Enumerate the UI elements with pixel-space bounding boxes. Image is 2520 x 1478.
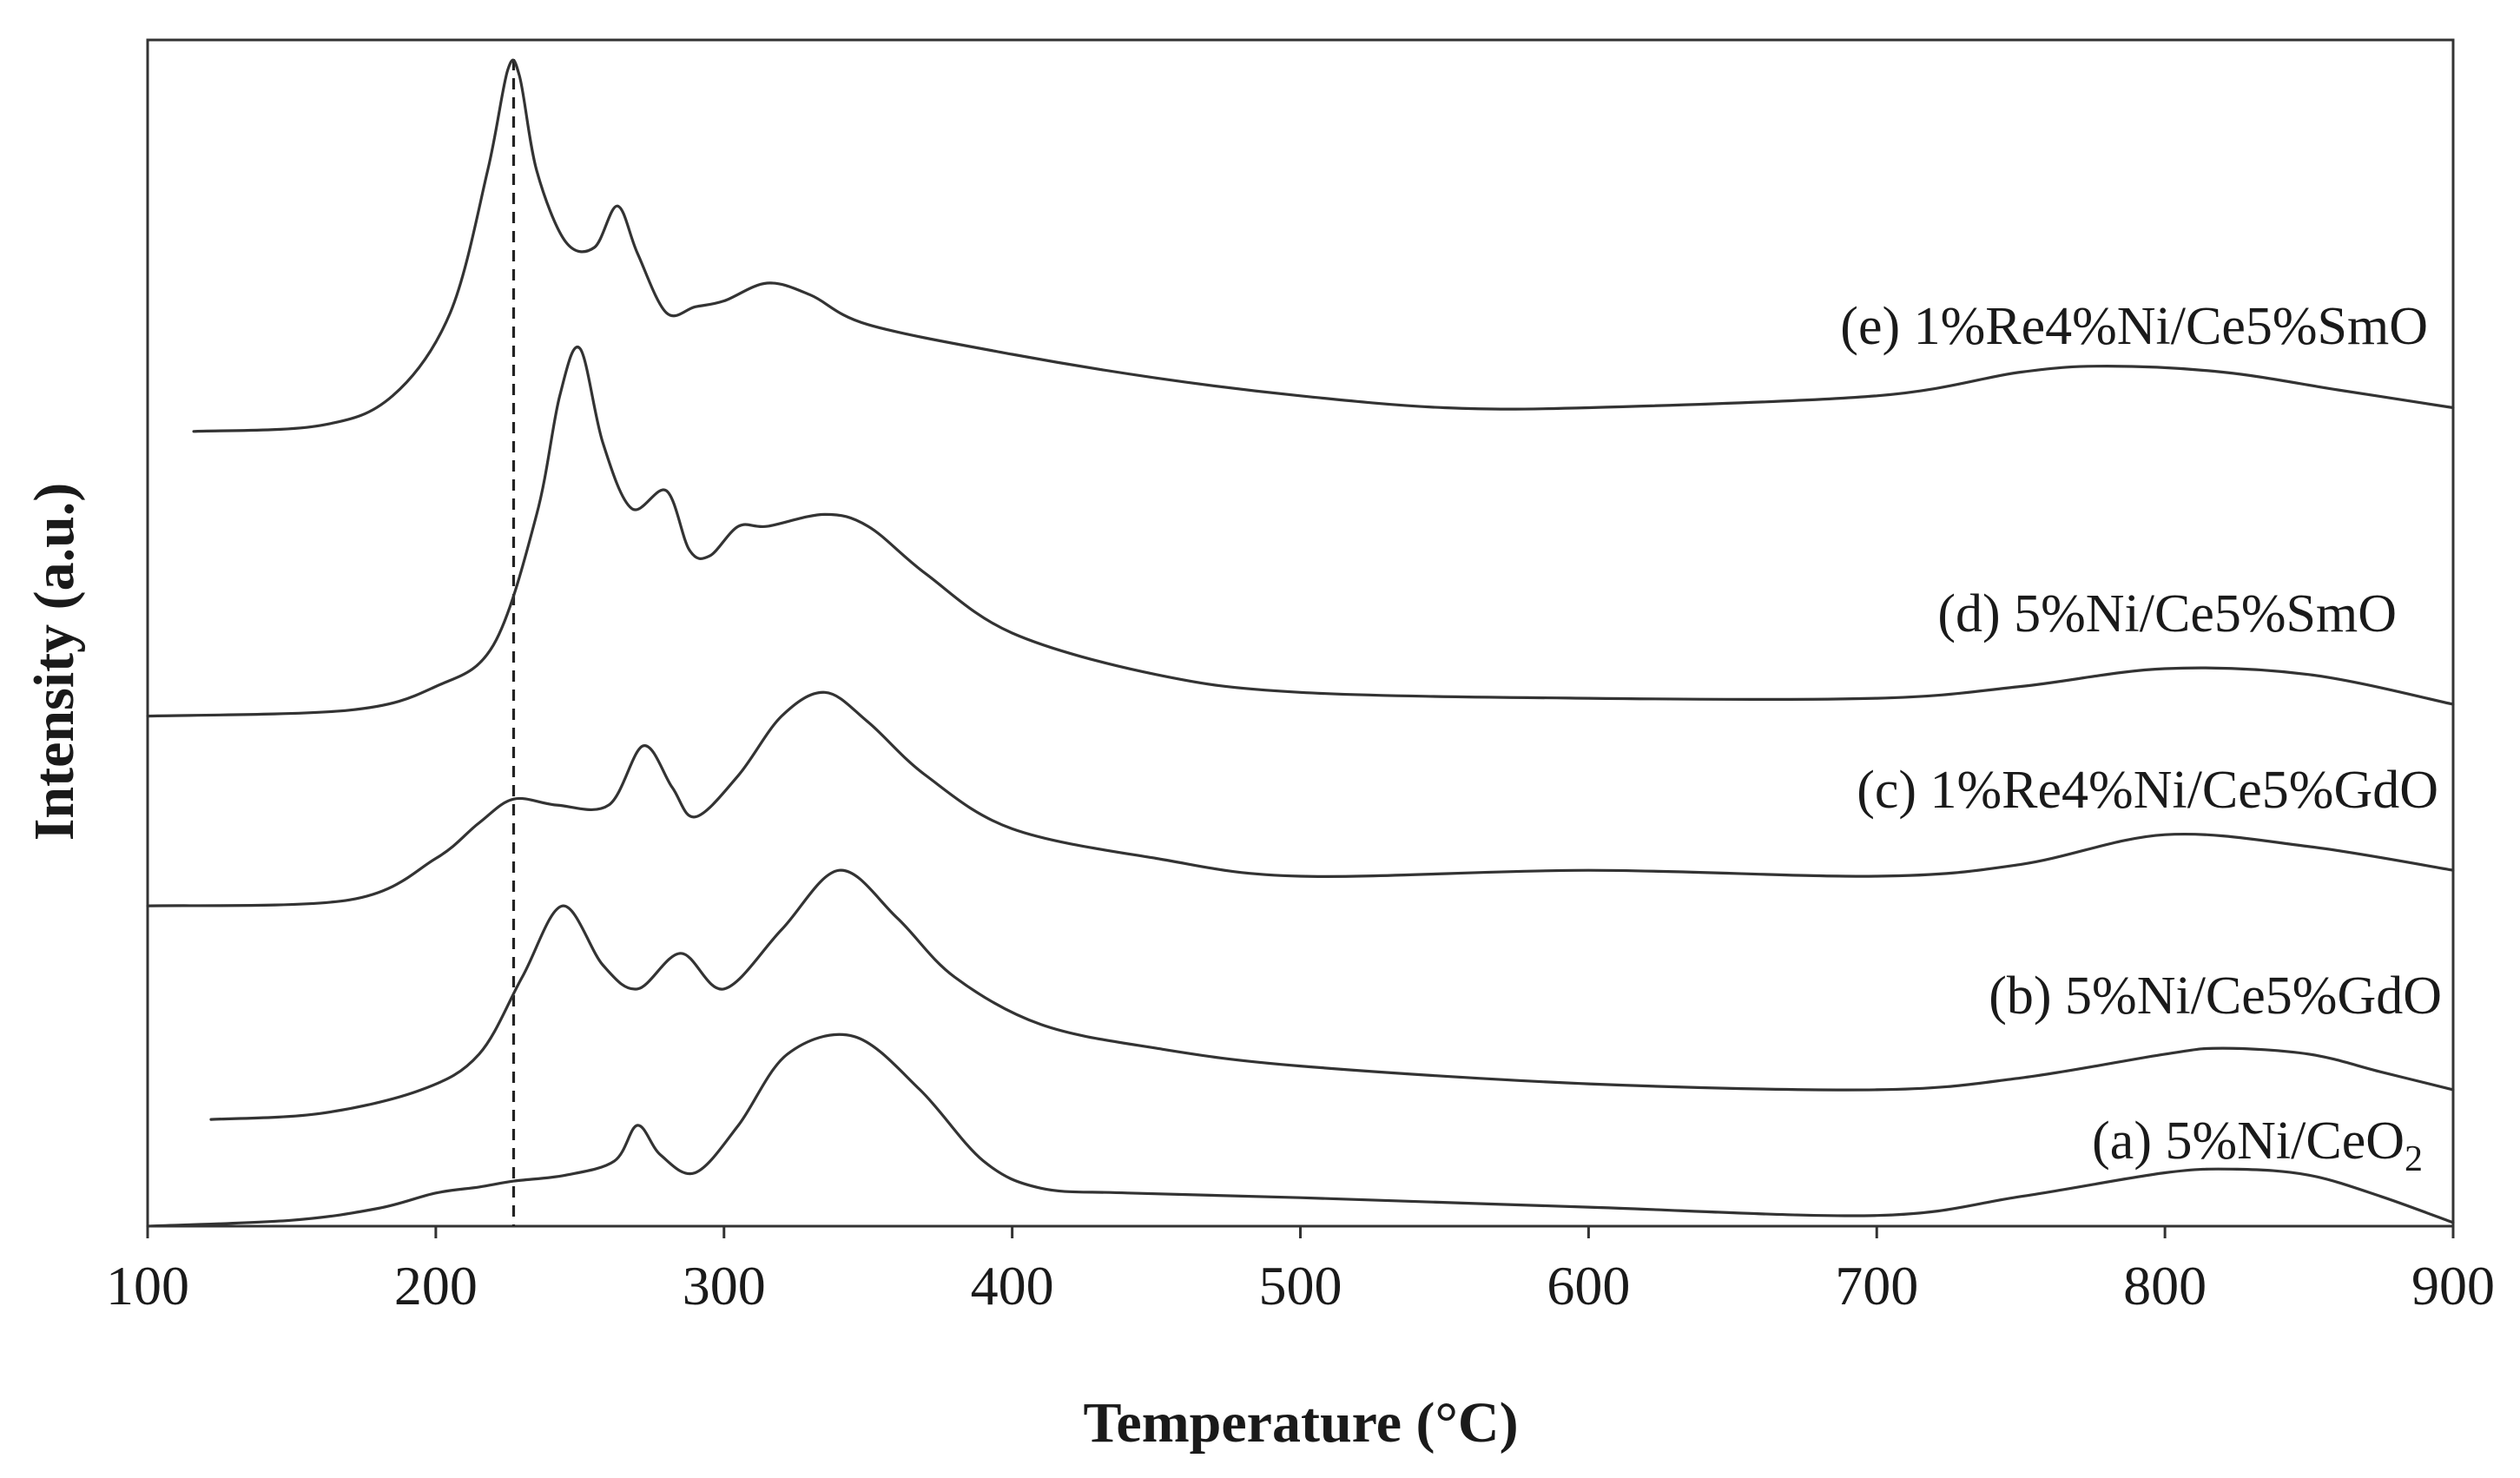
x-axis-title: Temperature (°C): [1083, 1391, 1518, 1455]
series-label-text: (e) 1%Re4%Ni/Ce5%SmO: [1840, 297, 2428, 356]
x-tick-label-700: 700: [1835, 1255, 1918, 1316]
series-label-b: (b) 5%Ni/Ce5%GdO: [1989, 967, 2442, 1026]
series-line-b: [209, 868, 2455, 1121]
series-line-e: [192, 58, 2455, 433]
x-tick-label-900: 900: [2411, 1255, 2495, 1316]
x-tick-label-600: 600: [1547, 1255, 1630, 1316]
series-labels: (a) 5%Ni/CeO2 (b) 5%Ni/Ce5%GdO (c) 1%Re4%N…: [1840, 297, 2442, 1179]
x-tick-label-500: 500: [1259, 1255, 1342, 1316]
series-line-d: [146, 346, 2455, 718]
series-label-text: (a) 5%Ni/CeO: [2092, 1112, 2405, 1171]
series-lines: [146, 58, 2455, 1228]
x-tick-label-300: 300: [683, 1255, 766, 1316]
series-label-d: (d) 5%Ni/Ce5%SmO: [1937, 584, 2397, 643]
x-axis-tick-labels: 100 200 300 400 500 600 700 800 900: [106, 1255, 2495, 1316]
series-line-c: [146, 690, 2455, 907]
series-line-a: [146, 1033, 2455, 1228]
series-label-text: (c) 1%Re4%Ni/Ce5%GdO: [1857, 761, 2438, 820]
x-axis-ticks: [146, 1226, 2455, 1238]
x-tick-label-800: 800: [2123, 1255, 2207, 1316]
x-tick-label-100: 100: [106, 1255, 189, 1316]
series-label-text: (d) 5%Ni/Ce5%SmO: [1937, 584, 2397, 643]
series-label-a: (a) 5%Ni/CeO2: [2092, 1112, 2423, 1179]
x-tick-label-200: 200: [394, 1255, 478, 1316]
series-label-subscript: 2: [2405, 1139, 2423, 1179]
series-label-e: (e) 1%Re4%Ni/Ce5%SmO: [1840, 297, 2428, 356]
series-label-c: (c) 1%Re4%Ni/Ce5%GdO: [1857, 761, 2438, 820]
series-label-text: (b) 5%Ni/Ce5%GdO: [1989, 967, 2442, 1026]
y-axis-title: Intensity (a.u.): [23, 483, 86, 841]
x-tick-label-400: 400: [971, 1255, 1054, 1316]
